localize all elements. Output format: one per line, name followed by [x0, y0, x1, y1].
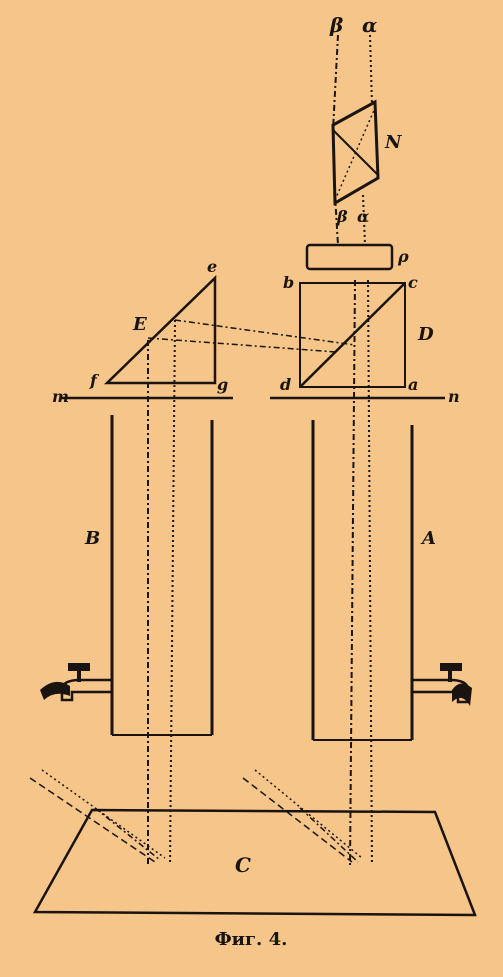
ray-beta-top: [332, 34, 339, 131]
label-e: e: [207, 257, 217, 276]
cube-D-outline: [299, 282, 406, 388]
faucet-B-nozzle: [40, 681, 70, 700]
prism-E: [103, 275, 217, 385]
cross-rays: [147, 319, 356, 353]
label-B: B: [84, 528, 100, 549]
ray-B-right: [169, 319, 176, 866]
ray-alpha-mid: [362, 194, 366, 246]
label-d: d: [280, 375, 291, 394]
figure-caption: Фиг. 4.: [215, 929, 288, 950]
label-beta-top: β: [329, 13, 343, 37]
ray-A-right: [367, 279, 373, 866]
incident-ray-B-1: [29, 777, 156, 863]
faucet-B: [40, 663, 112, 702]
label-a: a: [408, 375, 418, 394]
prism-E-outline: [103, 275, 217, 385]
tube-B: [110, 415, 214, 736]
label-n: n: [448, 387, 460, 406]
label-f: f: [89, 371, 100, 390]
label-E: E: [132, 314, 147, 335]
prism-cube-D: [299, 282, 406, 388]
nicol-inner-ray: [334, 107, 376, 201]
label-nicol: N: [384, 132, 403, 153]
faucet-A-handle: [440, 663, 462, 671]
label-A: A: [420, 528, 436, 549]
label-rho: ρ: [397, 247, 409, 266]
faucet-A: [412, 663, 472, 706]
ray-E-to-D-lower: [147, 337, 337, 353]
label-g: g: [217, 375, 228, 394]
label-C: C: [235, 853, 251, 877]
incident-rays: [29, 769, 363, 863]
incident-ray-A-1: [242, 777, 353, 863]
label-m: m: [52, 387, 69, 406]
incident-ray-A-2: [254, 769, 363, 859]
incident-ray-B-3: [94, 807, 161, 861]
plate-C: [32, 808, 477, 917]
label-c: c: [408, 273, 418, 292]
label-alpha-top: α: [362, 13, 377, 37]
ray-A-left: [349, 279, 356, 866]
cube-D-diagonal: [299, 282, 406, 388]
ray-alpha-top: [369, 34, 373, 106]
tube-A: [311, 420, 414, 741]
quartz-plate: [305, 243, 394, 271]
nicol-prism-outline: [331, 99, 380, 206]
label-D: D: [417, 324, 434, 345]
top-rays: [332, 34, 373, 246]
tube-rays: [147, 279, 373, 866]
faucet-B-handle: [68, 663, 90, 671]
label-beta-mid: β: [336, 207, 348, 226]
incident-ray-A-3: [299, 807, 359, 863]
label-b: b: [283, 273, 294, 292]
faucet-A-nozzle: [452, 683, 472, 706]
ray-E-to-D-upper: [174, 319, 356, 346]
label-alpha-mid: α: [357, 207, 369, 226]
nicol-prism: [331, 99, 380, 206]
